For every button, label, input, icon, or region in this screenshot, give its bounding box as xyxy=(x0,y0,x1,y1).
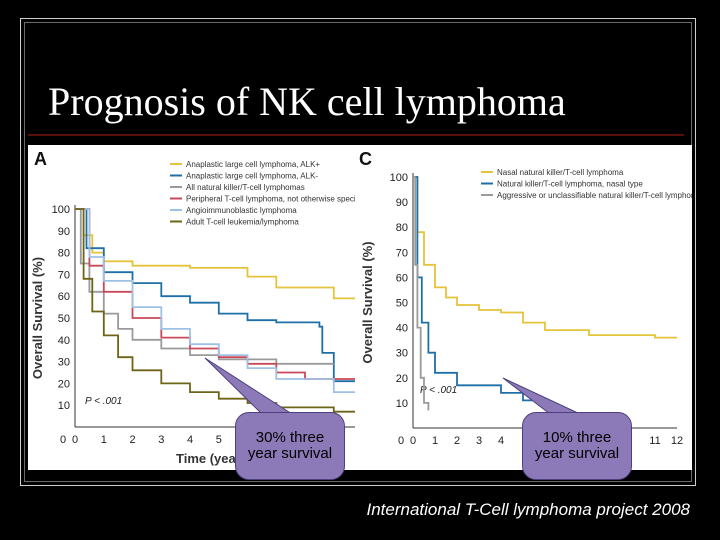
callout-right: 10% three year survival xyxy=(522,412,632,480)
x-tick-label: 3 xyxy=(476,435,482,447)
y-tick-label: 60 xyxy=(58,291,70,303)
x-tick-label: 5 xyxy=(216,434,222,446)
legend-entry: Natural killer/T-cell lymphoma, nasal ty… xyxy=(497,180,643,189)
callout-left-text: 30% three year survival xyxy=(247,428,333,462)
x-tick-label: 1 xyxy=(101,434,107,446)
x-tick-label: 2 xyxy=(454,435,460,447)
y-tick-label: 50 xyxy=(58,313,70,325)
series-line-3 xyxy=(75,208,334,365)
series-line-1 xyxy=(75,208,363,301)
y-tick-label: 80 xyxy=(396,222,408,234)
y-tick-label: 70 xyxy=(396,247,408,259)
legend-entry: Angioimmunoblastic lymphoma xyxy=(186,206,297,215)
y-tick-label: 90 xyxy=(396,197,408,209)
x-tick-label: 0 xyxy=(410,435,416,447)
legend-entry: Aggressive or unclassifiable natural kil… xyxy=(497,191,692,200)
x-tick-label: 0 xyxy=(72,434,78,446)
y-axis-label: Overall Survival (%) xyxy=(30,257,45,379)
callout-right-tail xyxy=(502,377,581,415)
callout-left: 30% three year survival xyxy=(235,412,345,480)
chart-panel-c: C 10 20 30 40 50 60 70 80 90 100 0 1 2 3 4 11 12 0 Overall … xyxy=(355,145,692,470)
slide-title: Prognosis of NK cell lymphoma xyxy=(48,79,566,124)
y-tick-label: 40 xyxy=(396,323,408,335)
x-tick-label: 2 xyxy=(129,434,135,446)
p-value-label: P < .001 xyxy=(420,385,457,396)
legend-entry: Anaplastic large cell lymphoma, ALK+ xyxy=(186,160,320,169)
y-tick-label: 100 xyxy=(52,204,70,216)
legend-entry: Adult T-cell leukemia/lymphoma xyxy=(186,218,299,227)
y-tick-label: 80 xyxy=(58,248,70,260)
panel-label: A xyxy=(34,149,47,169)
series-line-1 xyxy=(413,176,677,339)
panel-label: C xyxy=(359,149,372,169)
y-tick-label: 40 xyxy=(58,335,70,347)
legend-entry: Anaplastic large cell lymphoma, ALK- xyxy=(186,172,318,181)
y-tick-label: 90 xyxy=(58,226,70,238)
series-line-2 xyxy=(413,176,545,402)
y-tick-label: 20 xyxy=(396,373,408,385)
x-tick-label: 3 xyxy=(158,434,164,446)
series-line-5 xyxy=(75,208,363,393)
y-tick-label: 20 xyxy=(58,378,70,390)
x-tick-label: 12 xyxy=(671,435,683,447)
x-tick-label: 4 xyxy=(498,435,504,447)
y-tick-label: 60 xyxy=(396,272,408,284)
callout-right-text: 10% three year survival xyxy=(534,428,620,462)
x-axis-label: Time (years) xyxy=(176,451,252,466)
y-tick-label: 50 xyxy=(396,298,408,310)
p-value-label: P < .001 xyxy=(85,396,122,407)
y-tick-label: 10 xyxy=(58,400,70,412)
x-tick-label: 4 xyxy=(187,434,193,446)
citation: International T-Cell lymphoma project 20… xyxy=(366,500,691,519)
slide-frame xyxy=(20,18,696,486)
y-axis-label: Overall Survival (%) xyxy=(360,241,375,363)
y-tick-label: 10 xyxy=(396,398,408,410)
title-rule xyxy=(28,134,684,136)
x-tick-label: 11 xyxy=(649,435,660,447)
origin-label: 0 xyxy=(398,435,404,447)
legend-entry: All natural killer/T-cell lymphomas xyxy=(186,183,305,192)
y-tick-label: 100 xyxy=(390,172,408,184)
y-tick-label: 30 xyxy=(58,357,70,369)
y-tick-label: 70 xyxy=(58,269,70,281)
callout-left-tail xyxy=(204,357,294,415)
legend-entry: Peripheral T-cell lymphoma, not otherwis… xyxy=(186,195,363,204)
series-line-3 xyxy=(413,176,430,411)
origin-label: 0 xyxy=(60,434,66,446)
x-tick-label: 1 xyxy=(432,435,438,447)
y-tick-label: 30 xyxy=(396,348,408,360)
legend-entry: Nasal natural killer/T-cell lymphoma xyxy=(497,168,624,177)
